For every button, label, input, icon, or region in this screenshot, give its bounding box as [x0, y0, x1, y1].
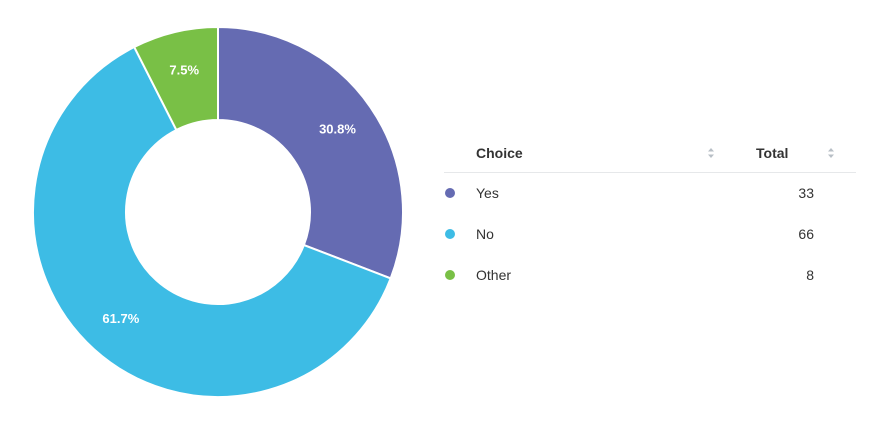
- sort-updown-icon[interactable]: [827, 147, 835, 159]
- slice-percent-label: 61.7%: [102, 311, 139, 326]
- column-header-choice[interactable]: Choice: [476, 145, 523, 161]
- row-choice: Yes: [476, 185, 499, 201]
- sort-updown-icon[interactable]: [707, 147, 715, 159]
- row-choice: No: [476, 226, 494, 242]
- legend-dot-icon: [445, 229, 455, 239]
- donut-slice-yes[interactable]: [217, 25, 404, 280]
- table-header: Choice Total: [444, 133, 856, 173]
- table-row[interactable]: Yes 33: [444, 173, 856, 214]
- donut-slice-no[interactable]: [32, 45, 392, 398]
- column-header-total[interactable]: Total: [756, 145, 789, 161]
- slice-percent-label: 30.8%: [319, 121, 356, 136]
- table-row[interactable]: Other 8: [444, 255, 856, 296]
- row-total: 33: [798, 185, 814, 201]
- row-total: 8: [806, 267, 814, 283]
- legend-dot-icon: [445, 188, 455, 198]
- table-row[interactable]: No 66: [444, 214, 856, 255]
- breakdown-table: Choice Total Yes 33 No 66 Other 8: [444, 133, 856, 296]
- slice-percent-label: 7.5%: [169, 62, 199, 77]
- donut-slice-other[interactable]: [132, 25, 219, 132]
- row-choice: Other: [476, 267, 512, 283]
- donut-slices: [32, 25, 404, 398]
- donut-chart: 30.8% 61.7% 7.5%: [32, 25, 404, 398]
- donut-labels: 30.8% 61.7% 7.5%: [102, 62, 356, 326]
- legend-dot-icon: [445, 270, 455, 280]
- row-total: 66: [798, 226, 814, 242]
